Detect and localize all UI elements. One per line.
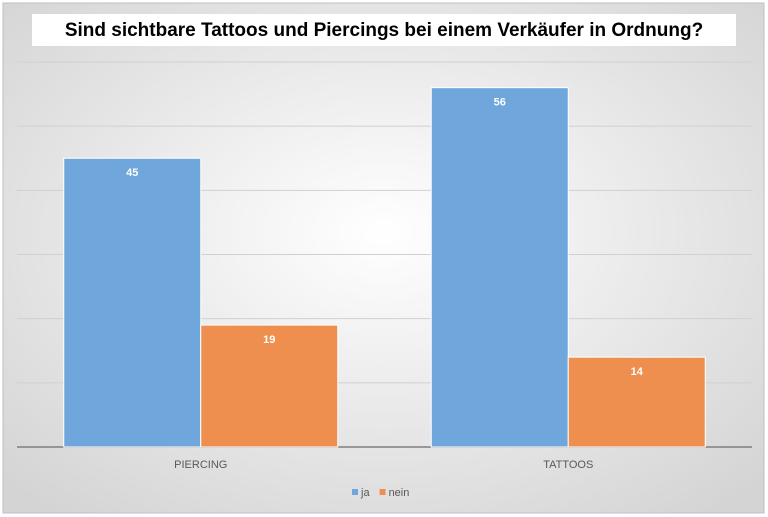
value-label: 19 <box>263 334 275 346</box>
value-label: 45 <box>126 167 138 179</box>
bar <box>430 87 569 448</box>
value-label: 14 <box>631 366 644 378</box>
x-tick-label: TATTOOS <box>543 459 593 471</box>
bar <box>567 356 706 448</box>
legend-swatch <box>379 489 386 495</box>
x-tick-label: PIERCING <box>174 459 227 471</box>
legend-label: nein <box>389 487 410 499</box>
legend-swatch <box>352 489 358 495</box>
chart-title: Sind sichtbare Tattoos und Piercings bei… <box>65 20 703 41</box>
value-label: 56 <box>494 97 506 109</box>
bar <box>63 157 202 448</box>
bar <box>200 324 339 448</box>
title-box <box>32 14 736 46</box>
legend-label: ja <box>360 487 370 499</box>
